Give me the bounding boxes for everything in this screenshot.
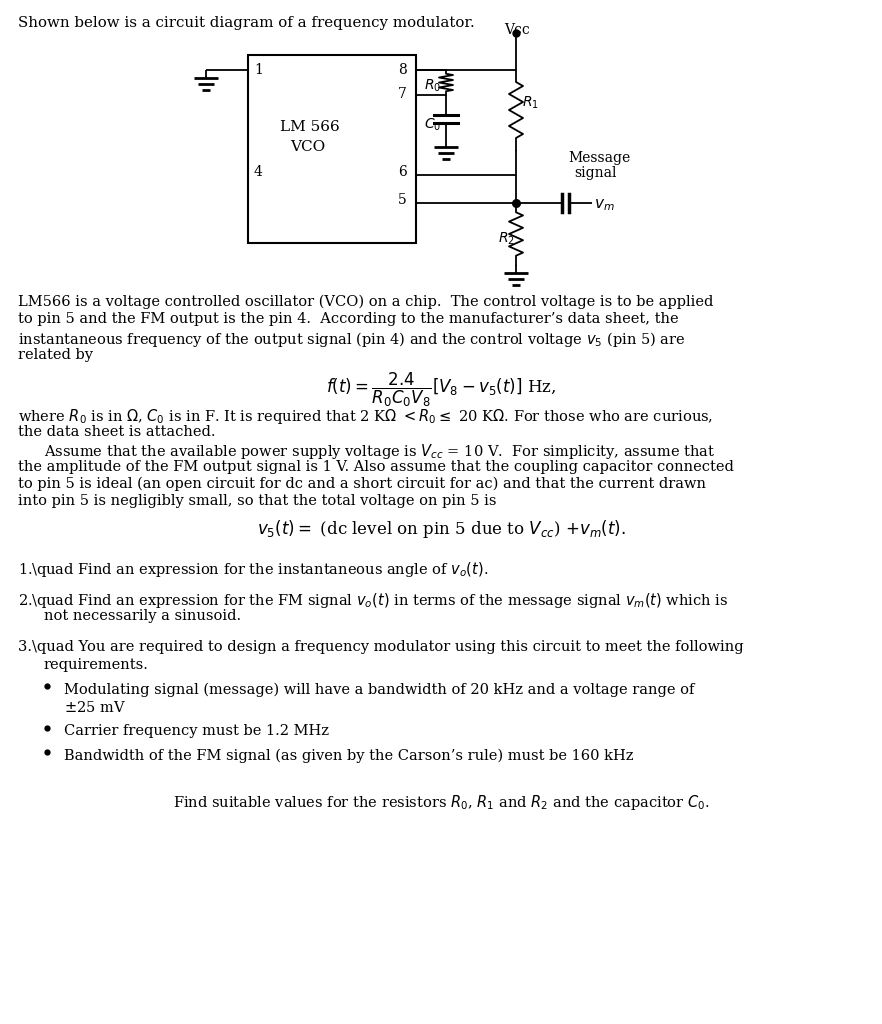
Text: to pin 5 and the FM output is the pin 4.  According to the manufacturer’s data s: to pin 5 and the FM output is the pin 4.… xyxy=(18,312,678,327)
Text: related by: related by xyxy=(18,347,93,361)
Text: Find suitable values for the resistors $R_0$, $R_1$ and $R_2$ and the capacitor : Find suitable values for the resistors $… xyxy=(173,793,709,812)
Text: not necessarily a sinusoid.: not necessarily a sinusoid. xyxy=(44,609,241,623)
Text: Vcc: Vcc xyxy=(504,23,530,37)
Text: instantaneous frequency of the output signal (pin 4) and the control voltage $v_: instantaneous frequency of the output si… xyxy=(18,330,685,349)
Text: 8: 8 xyxy=(398,63,407,77)
Text: LM566 is a voltage controlled oscillator (VCO) on a chip.  The control voltage i: LM566 is a voltage controlled oscillator… xyxy=(18,295,714,309)
Text: $\pm$25 mV: $\pm$25 mV xyxy=(64,700,126,715)
Text: $R_0$: $R_0$ xyxy=(424,78,441,94)
Text: $f(t) = \dfrac{2.4}{R_0C_0V_8}\left[V_8 - v_5(t)\right]$ Hz,: $f(t) = \dfrac{2.4}{R_0C_0V_8}\left[V_8 … xyxy=(325,371,557,410)
Text: the amplitude of the FM output signal is 1 V. Also assume that the coupling capa: the amplitude of the FM output signal is… xyxy=(18,460,734,473)
Text: Bandwidth of the FM signal (as given by the Carson’s rule) must be 160 kHz: Bandwidth of the FM signal (as given by … xyxy=(64,749,633,763)
Text: where $R_0$ is in $\Omega$, $C_0$ is in F. It is required that 2 K$\Omega$ $< R_: where $R_0$ is in $\Omega$, $C_0$ is in … xyxy=(18,407,714,426)
Text: 5: 5 xyxy=(398,193,407,207)
Bar xyxy=(248,55,416,243)
Text: 1.\quad Find an expression for the instantaneous angle of $v_o(t)$.: 1.\quad Find an expression for the insta… xyxy=(18,560,489,579)
Text: $R_1$: $R_1$ xyxy=(522,95,539,112)
Text: signal: signal xyxy=(574,166,617,180)
Text: 7: 7 xyxy=(398,87,407,101)
Text: Shown below is a circuit diagram of a frequency modulator.: Shown below is a circuit diagram of a fr… xyxy=(18,16,475,30)
Text: 6: 6 xyxy=(398,165,407,179)
Text: into pin 5 is negligibly small, so that the total voltage on pin 5 is: into pin 5 is negligibly small, so that … xyxy=(18,495,497,509)
Text: the data sheet is attached.: the data sheet is attached. xyxy=(18,425,215,438)
Text: to pin 5 is ideal (an open circuit for dc and a short circuit for ac) and that t: to pin 5 is ideal (an open circuit for d… xyxy=(18,477,706,492)
Text: Carrier frequency must be 1.2 MHz: Carrier frequency must be 1.2 MHz xyxy=(64,725,329,738)
Text: $R_2$: $R_2$ xyxy=(498,231,515,248)
Text: requirements.: requirements. xyxy=(44,658,149,672)
Text: $v_m$: $v_m$ xyxy=(594,197,615,213)
Text: $C_0$: $C_0$ xyxy=(424,117,441,133)
Text: Message: Message xyxy=(568,151,631,165)
Text: 3.\quad You are required to design a frequency modulator using this circuit to m: 3.\quad You are required to design a fre… xyxy=(18,640,744,654)
Text: 1: 1 xyxy=(254,63,263,77)
Text: 2.\quad Find an expression for the FM signal $v_o(t)$ in terms of the message si: 2.\quad Find an expression for the FM si… xyxy=(18,592,729,610)
Text: 4: 4 xyxy=(254,165,263,179)
Text: LM 566: LM 566 xyxy=(280,120,340,134)
Text: VCO: VCO xyxy=(290,140,325,154)
Text: Assume that the available power supply voltage is $V_{cc}$ = 10 V.  For simplici: Assume that the available power supply v… xyxy=(44,442,715,461)
Text: Modulating signal (message) will have a bandwidth of 20 kHz and a voltage range : Modulating signal (message) will have a … xyxy=(64,683,694,697)
Text: $v_5(t) = $ (dc level on pin 5 due to $V_{cc}$) $+ v_m(t).$: $v_5(t) = $ (dc level on pin 5 due to $V… xyxy=(257,518,625,540)
